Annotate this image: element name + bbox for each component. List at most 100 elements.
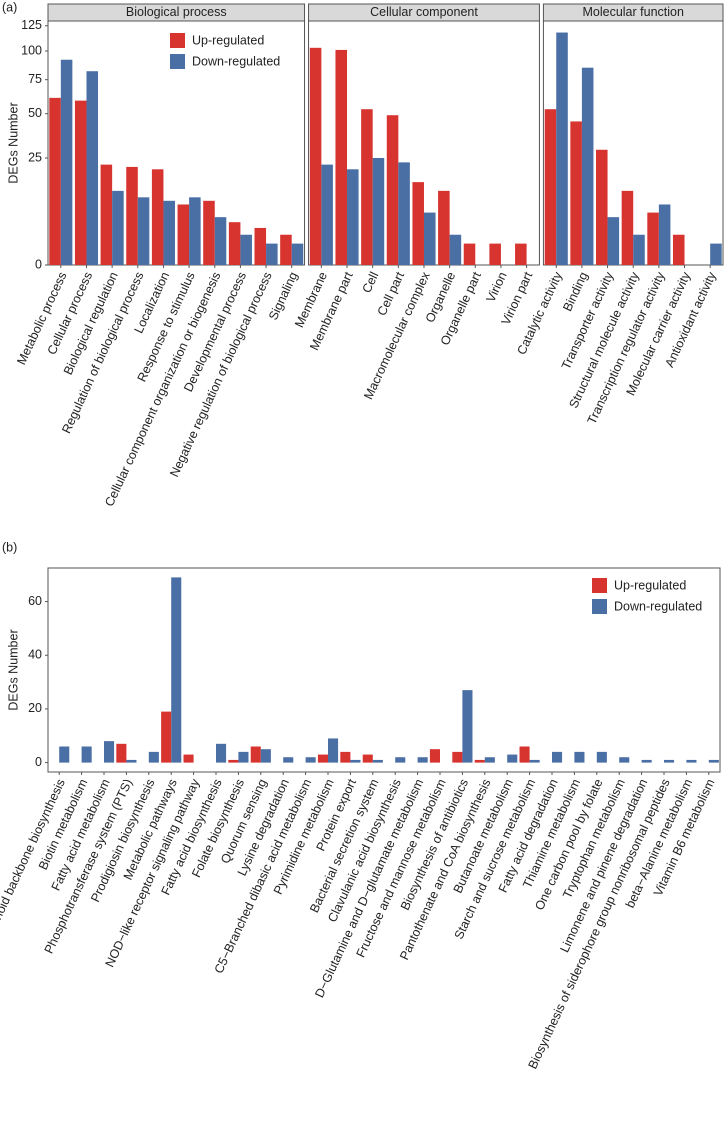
bar — [462, 690, 473, 763]
facet-frame — [47, 20, 306, 266]
bar — [708, 759, 719, 763]
bar — [177, 204, 190, 265]
bar — [86, 71, 99, 266]
bar — [686, 759, 697, 763]
plot-frame — [47, 567, 721, 773]
bar — [423, 212, 436, 265]
bar — [214, 217, 227, 265]
facet-title: Molecular function — [582, 5, 683, 19]
bar — [126, 166, 138, 265]
bar — [116, 743, 127, 763]
bar — [449, 234, 462, 265]
panel-label: (b) — [2, 540, 17, 554]
bar — [112, 190, 124, 265]
bar — [161, 711, 172, 763]
bar — [429, 749, 440, 763]
y-tick-label: 0 — [35, 755, 42, 769]
bar — [515, 243, 527, 265]
bar — [507, 754, 518, 763]
bar — [621, 190, 634, 265]
x-tick-label: Cell — [360, 270, 382, 295]
bar — [305, 757, 316, 763]
bar — [484, 757, 495, 763]
legend-label: Down-regulated — [192, 54, 280, 68]
bar — [619, 757, 630, 763]
bar — [552, 751, 563, 763]
bar — [137, 197, 150, 265]
legend-swatch — [592, 599, 607, 614]
bar — [672, 234, 685, 265]
y-tick-label: 100 — [21, 43, 42, 57]
bar — [283, 757, 294, 763]
bar — [335, 49, 348, 265]
bar — [398, 162, 410, 265]
bar — [647, 212, 659, 265]
bar — [317, 754, 328, 763]
bar — [570, 121, 582, 265]
bar — [100, 164, 113, 265]
y-tick-label: 40 — [28, 648, 42, 662]
bar — [340, 751, 351, 763]
bar — [309, 47, 322, 266]
bar — [171, 577, 182, 763]
bar — [361, 109, 373, 266]
bar — [81, 746, 92, 763]
bar — [596, 751, 607, 763]
bar — [710, 243, 722, 265]
legend-label: Up-regulated — [614, 578, 686, 592]
bar — [386, 115, 399, 266]
bar — [240, 234, 252, 265]
bar — [250, 746, 261, 763]
bar — [529, 759, 540, 763]
legend-swatch — [170, 54, 185, 69]
bar — [151, 169, 164, 265]
bar — [228, 222, 241, 265]
bar — [607, 217, 620, 265]
bar — [633, 234, 645, 265]
bar — [266, 243, 278, 265]
panel-label: (a) — [2, 0, 17, 14]
bar — [126, 759, 137, 763]
bar — [463, 243, 476, 265]
bar — [474, 759, 485, 763]
bar — [641, 759, 652, 763]
bar — [183, 754, 194, 763]
bar — [203, 200, 215, 265]
bar — [519, 746, 530, 763]
bar — [291, 243, 304, 265]
legend-label: Up-regulated — [192, 33, 264, 47]
bar — [417, 757, 428, 763]
y-axis-title: DEGs Number — [6, 629, 20, 710]
y-tick-label: 0 — [35, 257, 42, 271]
legend-label: Down-regulated — [614, 599, 702, 613]
bar — [321, 164, 333, 265]
bar — [489, 243, 501, 265]
bar — [254, 227, 267, 265]
bar — [350, 759, 361, 763]
bar — [228, 759, 239, 763]
bar — [328, 738, 339, 763]
bar — [596, 149, 608, 265]
y-tick-label: 60 — [28, 594, 42, 608]
bar — [664, 759, 675, 763]
y-tick-label: 25 — [28, 150, 42, 164]
bar — [452, 751, 463, 763]
bar — [280, 234, 292, 265]
bar — [104, 741, 115, 763]
y-axis-title: DEGs Number — [6, 102, 20, 183]
bar — [372, 759, 383, 763]
bar — [347, 169, 359, 265]
bar — [189, 197, 201, 265]
y-tick-label: 20 — [28, 701, 42, 715]
legend-swatch — [592, 578, 607, 593]
bar — [60, 59, 73, 265]
bar — [438, 190, 450, 265]
facet-title: Biological process — [126, 5, 227, 19]
legend-swatch — [170, 33, 185, 48]
bar — [556, 32, 568, 266]
bar — [163, 200, 175, 265]
bar — [238, 751, 249, 763]
bar — [74, 100, 87, 265]
bar — [260, 749, 271, 763]
